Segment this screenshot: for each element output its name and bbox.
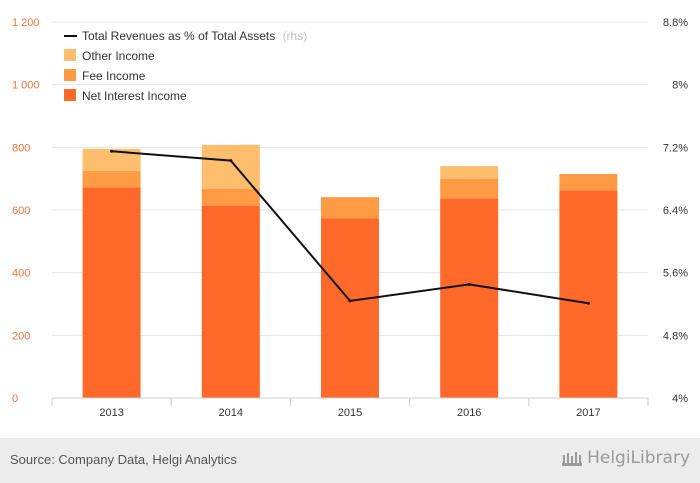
y-right-tick-label: 5.6%	[663, 268, 688, 280]
bar-segment-fee-income	[440, 178, 499, 199]
legend-swatch-net-interest-income	[64, 89, 76, 101]
y-left-tick-label: 400	[12, 268, 30, 280]
x-tick-label: 2013	[99, 407, 123, 419]
footer: Source: Company Data, Helgi Analytics He…	[0, 438, 700, 483]
y-right-tick-label: 8.8%	[663, 17, 688, 29]
legend-swatch-other-income	[64, 49, 76, 61]
line-point	[586, 301, 590, 305]
legend-label-fee-income: Fee Income	[82, 69, 146, 83]
bar-segment-fee-income	[321, 197, 379, 219]
line-point	[348, 299, 352, 303]
legend-line-suffix: (rhs)	[283, 29, 308, 43]
line-point	[467, 282, 471, 286]
legend-label-line: Total Revenues as % of Total Assets (rhs…	[82, 29, 307, 43]
bar-segment-net-interest-income	[201, 205, 260, 398]
y-right-tick-label: 6.4%	[663, 205, 688, 217]
bar-segment-other-income	[201, 144, 260, 189]
library-icon	[562, 452, 583, 466]
line-point	[229, 159, 233, 163]
bars	[82, 144, 618, 398]
revenue-chart: 0 200 400 600 800 1 000 1 200 4% 4.8% 5.6% 6.4% 7.2…	[12, 17, 688, 419]
line-point	[110, 149, 114, 153]
brand-logo: HelgiLibrary	[561, 448, 690, 468]
brand-name: HelgiLibrary	[587, 448, 690, 468]
source-note: Source: Company Data, Helgi Analytics	[10, 452, 237, 467]
legend: Total Revenues as % of Total Assets (rhs…	[64, 29, 307, 103]
y-right-tick-label: 4.8%	[663, 330, 688, 342]
bar-segment-net-interest-income	[559, 190, 618, 398]
y-left-tick-label: 800	[12, 142, 30, 154]
x-tick-label: 2016	[457, 407, 481, 419]
y-left-tick-label: 1 200	[12, 17, 40, 29]
x-tick-label: 2014	[219, 407, 243, 419]
axes: 0 200 400 600 800 1 000 1 200 4% 4.8% 5.6% 6.4% 7.2…	[12, 17, 688, 419]
line-series	[110, 149, 590, 305]
x-tick-label: 2015	[338, 407, 362, 419]
y-left-tick-label: 600	[12, 205, 30, 217]
bar-segment-net-interest-income	[82, 187, 141, 398]
y-left-tick-label: 0	[12, 393, 18, 405]
bar-segment-fee-income	[559, 173, 618, 191]
legend-label-other-income: Other Income	[82, 49, 155, 63]
legend-line-name: Total Revenues as % of Total Assets	[82, 29, 275, 43]
y-right-tick-label: 8%	[672, 80, 688, 92]
bar-segment-net-interest-income	[321, 218, 379, 398]
legend-swatch-fee-income	[64, 69, 76, 81]
y-right-tick-label: 7.2%	[663, 142, 688, 154]
y-left-tick-label: 1 000	[12, 80, 40, 92]
bar-segment-other-income	[440, 166, 499, 179]
x-tick-label: 2017	[576, 407, 600, 419]
bar-segment-other-income	[82, 148, 141, 171]
y-left-tick-label: 200	[12, 330, 30, 342]
bar-segment-net-interest-income	[440, 198, 499, 398]
bar-segment-fee-income	[201, 188, 260, 206]
y-right-tick-label: 4%	[672, 393, 688, 405]
bar-segment-fee-income	[82, 170, 141, 188]
legend-label-net-interest-income: Net Interest Income	[82, 89, 187, 103]
